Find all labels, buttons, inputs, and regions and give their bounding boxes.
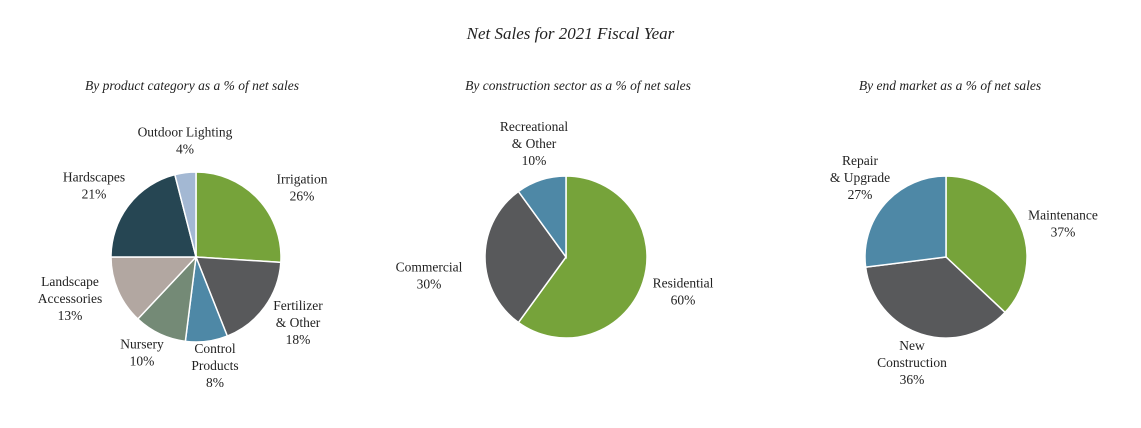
pie-2-slice-1 [864,256,1007,339]
pie-0-slice-1 [194,256,282,338]
pie-2-slice-1-label: New Construction 36% [877,338,947,387]
pie-product-category-subtitle: By product category as a % of net sales [85,78,299,93]
pie-0-slice-5 [110,173,197,258]
pie-2-slice-2 [864,175,947,268]
pie-0-slice-6-label: Outdoor Lighting 4% [138,125,233,157]
pie-1-slice-2-label: Recreational & Other 10% [500,119,568,168]
pie-1-slice-1 [484,190,567,324]
pie-2-slice-2-label: Repair & Upgrade 27% [830,153,890,202]
pie-0-slice-4 [110,256,198,321]
pie-0-slice-3-label: Nursery 10% [120,337,164,369]
pie-0-slice-4-label: Landscape Accessories 13% [38,274,102,323]
pie-0-slice-5-label: Hardscapes 21% [63,170,125,202]
pie-0-slice-0 [195,171,282,264]
pie-end-market-subtitle: By end market as a % of net sales [858,78,1042,93]
pie-1-slice-1-label: Commercial 30% [396,260,463,292]
pie-2-slice-0 [945,175,1028,314]
pie-0-slice-6 [173,171,197,258]
pie-1-slice-0 [517,175,648,339]
pie-0-slice-1-label: Fertilizer & Other 18% [273,298,323,347]
pie-construction-sector-subtitle: By construction sector as a % of net sal… [465,78,691,93]
pie-0-slice-0-label: Irrigation 26% [277,172,328,204]
pie-2-slice-0-label: Maintenance 37% [1028,208,1098,240]
chart-main-title: Net Sales for 2021 Fiscal Year [466,24,675,43]
pie-1-slice-0-label: Residential 60% [653,276,714,308]
pie-1-slice-2 [517,175,567,260]
pie-0-slice-2-label: Control Products 8% [191,341,238,390]
